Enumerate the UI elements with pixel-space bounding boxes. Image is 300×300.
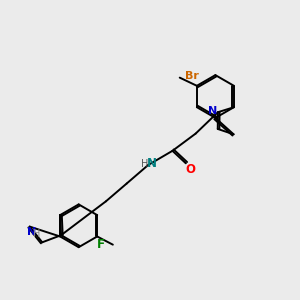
Text: N: N xyxy=(26,227,36,237)
Text: N: N xyxy=(208,106,217,116)
Text: F: F xyxy=(97,238,105,251)
Text: H: H xyxy=(33,229,40,239)
Text: H: H xyxy=(141,159,149,169)
Text: N: N xyxy=(147,157,157,170)
Text: O: O xyxy=(186,163,196,176)
Text: Br: Br xyxy=(185,71,199,81)
